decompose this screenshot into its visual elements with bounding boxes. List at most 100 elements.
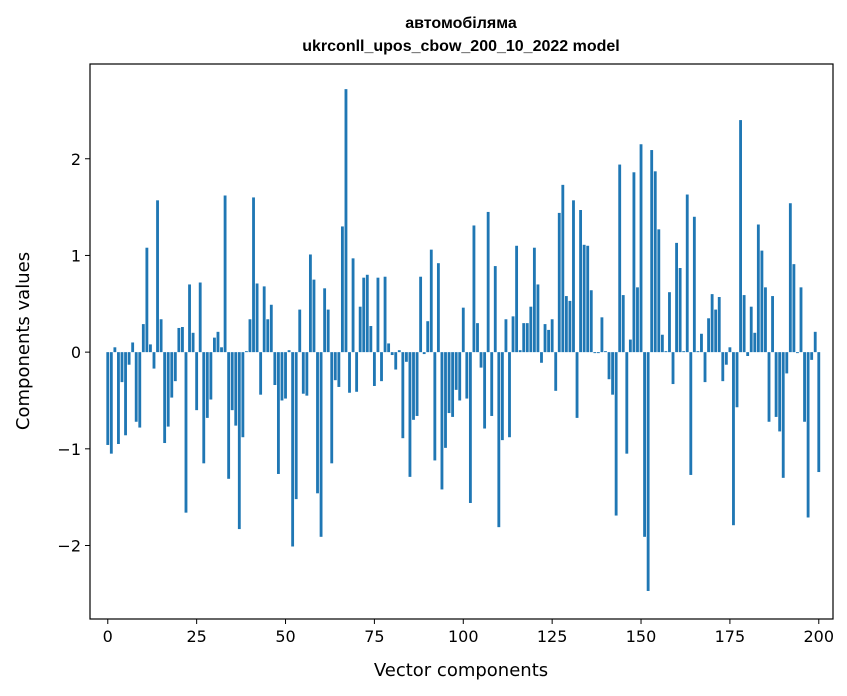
bar (408, 352, 412, 477)
bar (262, 286, 266, 353)
bar (266, 319, 270, 353)
bar (319, 352, 323, 537)
x-tick-label: 0 (103, 627, 113, 646)
bar (660, 334, 664, 353)
bar (141, 324, 145, 353)
bar (230, 352, 234, 411)
plot-frame (89, 63, 834, 620)
bar (415, 352, 419, 416)
bar (387, 343, 391, 353)
bar (479, 352, 483, 368)
bar (404, 352, 408, 362)
bar (579, 210, 583, 353)
bar (149, 344, 152, 353)
bar (671, 352, 675, 385)
bar (511, 316, 515, 353)
bar (764, 287, 767, 353)
bar (536, 284, 540, 353)
bar (298, 309, 302, 353)
bar (109, 352, 113, 454)
bar (778, 352, 782, 432)
bar (735, 352, 739, 408)
bar (728, 347, 732, 353)
bar (707, 318, 710, 353)
bar (195, 352, 199, 411)
bar (742, 295, 746, 353)
x-tick-label: 200 (804, 627, 835, 646)
bar (696, 351, 700, 353)
bar (508, 352, 511, 438)
bar (682, 351, 686, 353)
bar (237, 352, 241, 530)
bar (163, 352, 167, 444)
bar (316, 352, 319, 494)
bar (308, 254, 312, 353)
bar (369, 326, 373, 353)
bar (657, 229, 661, 353)
bar (312, 279, 316, 353)
bar (333, 352, 337, 381)
bar (127, 352, 131, 365)
bar (340, 226, 344, 353)
x-tick-label: 100 (448, 627, 479, 646)
bar (710, 294, 714, 353)
bar (337, 352, 341, 387)
bar (703, 352, 707, 383)
bar (813, 331, 817, 353)
bar (614, 352, 618, 516)
bar (390, 352, 394, 356)
bar (376, 277, 380, 353)
bar (515, 245, 519, 353)
bar (301, 352, 305, 394)
bar (348, 352, 351, 393)
bar (173, 352, 177, 382)
bar (639, 144, 643, 353)
bar (234, 352, 238, 426)
bar (358, 306, 362, 353)
bar (739, 120, 742, 353)
bar (429, 249, 433, 353)
bar (451, 352, 455, 417)
bar (796, 352, 799, 354)
bar (252, 197, 255, 353)
bar (700, 333, 703, 353)
y-tick-label: −1 (57, 440, 81, 459)
bar (799, 287, 803, 353)
bar (458, 352, 462, 401)
bar (493, 266, 497, 353)
bar (227, 352, 231, 479)
bar (593, 352, 597, 354)
bar (522, 323, 526, 353)
bar (287, 350, 291, 353)
bar (138, 352, 142, 428)
bar (159, 319, 163, 353)
y-tick-label: 0 (71, 343, 81, 362)
bar (714, 309, 718, 353)
bar (209, 352, 213, 400)
bar (397, 350, 401, 353)
bar (472, 225, 476, 353)
bar (248, 319, 252, 353)
bar (575, 352, 579, 418)
bar (468, 352, 472, 503)
bar (767, 352, 771, 422)
bar (344, 89, 348, 353)
bar (717, 297, 721, 353)
bar (476, 323, 479, 353)
bar (486, 211, 490, 353)
bar (383, 276, 387, 353)
bar (326, 309, 330, 353)
bar (678, 268, 682, 353)
bar (596, 352, 600, 354)
bar (785, 352, 789, 374)
bar (351, 258, 355, 353)
bar (582, 244, 586, 353)
bar (355, 352, 359, 392)
x-axis-ticks: 0 25 50 75 100 125 150 175 200 (103, 619, 834, 646)
bar (273, 352, 277, 386)
y-tick-label: 2 (71, 150, 81, 169)
bar (330, 352, 334, 464)
bar (749, 306, 753, 353)
y-tick-label: 1 (71, 246, 81, 265)
